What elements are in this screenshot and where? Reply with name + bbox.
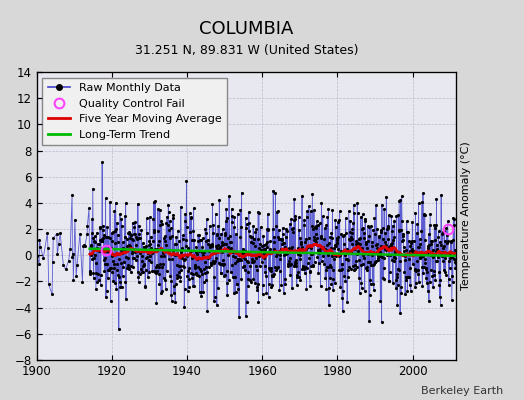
- Y-axis label: Temperature Anomaly (°C): Temperature Anomaly (°C): [462, 142, 472, 290]
- Text: COLUMBIA: COLUMBIA: [199, 20, 293, 38]
- Text: 31.251 N, 89.831 W (United States): 31.251 N, 89.831 W (United States): [135, 44, 358, 57]
- Legend: Raw Monthly Data, Quality Control Fail, Five Year Moving Average, Long-Term Tren: Raw Monthly Data, Quality Control Fail, …: [42, 78, 227, 145]
- Text: Berkeley Earth: Berkeley Earth: [421, 386, 503, 396]
